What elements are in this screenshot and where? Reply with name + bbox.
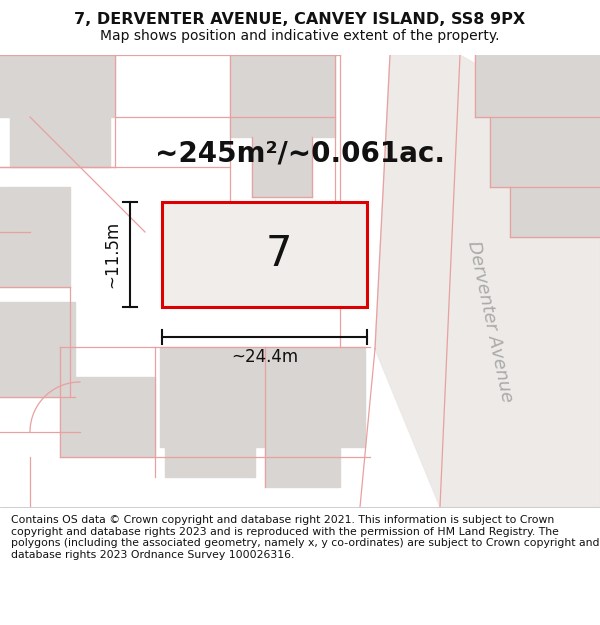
Bar bbox=[230, 55, 335, 137]
Bar bbox=[475, 55, 600, 117]
Text: Contains OS data © Crown copyright and database right 2021. This information is : Contains OS data © Crown copyright and d… bbox=[11, 515, 599, 560]
Bar bbox=[162, 202, 367, 307]
Bar bbox=[0, 55, 115, 117]
Text: ~245m²/~0.061ac.: ~245m²/~0.061ac. bbox=[155, 140, 445, 168]
Bar bbox=[0, 302, 75, 397]
Bar bbox=[165, 402, 255, 477]
Bar bbox=[10, 115, 110, 167]
Bar bbox=[252, 135, 312, 197]
Text: 7, DERVENTER AVENUE, CANVEY ISLAND, SS8 9PX: 7, DERVENTER AVENUE, CANVEY ISLAND, SS8 … bbox=[74, 12, 526, 27]
Polygon shape bbox=[375, 55, 600, 507]
Bar bbox=[265, 412, 340, 487]
Bar bbox=[0, 187, 70, 287]
Text: ~24.4m: ~24.4m bbox=[231, 348, 298, 366]
Text: ~11.5m: ~11.5m bbox=[103, 221, 121, 288]
Text: 7: 7 bbox=[266, 234, 292, 276]
Text: Derventer Avenue: Derventer Avenue bbox=[464, 239, 516, 404]
Bar bbox=[60, 377, 155, 457]
Bar bbox=[490, 115, 600, 187]
Bar bbox=[160, 347, 365, 447]
Text: Map shows position and indicative extent of the property.: Map shows position and indicative extent… bbox=[100, 29, 500, 43]
Bar bbox=[510, 185, 600, 237]
